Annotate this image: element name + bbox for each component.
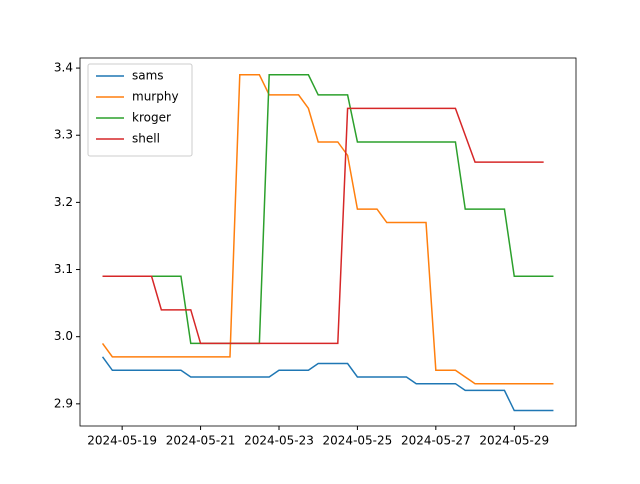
x-tick-label: 2024-05-23 xyxy=(244,434,314,448)
line-series xyxy=(102,107,544,345)
line-series xyxy=(101,74,554,385)
legend-box xyxy=(87,63,193,157)
x-tick-label: 2024-05-25 xyxy=(323,434,393,448)
y-tick-label: 3.4 xyxy=(54,61,73,75)
legend-label: murphy xyxy=(132,90,179,104)
line-series xyxy=(102,74,554,345)
y-tick-label: 3.2 xyxy=(54,195,73,209)
x-tick-label: 2024-05-21 xyxy=(166,434,236,448)
x-tick-label: 2024-05-29 xyxy=(479,434,549,448)
plot-frame xyxy=(79,57,577,427)
legend-label: kroger xyxy=(132,111,171,125)
y-tick-label: 2.9 xyxy=(54,396,73,410)
legend-label: shell xyxy=(132,132,160,146)
y-tick-label: 3.3 xyxy=(54,128,73,142)
line-series xyxy=(101,356,554,412)
legend: sams murphy kroger shell xyxy=(87,63,193,157)
x-tick-label: 2024-05-19 xyxy=(87,434,157,448)
y-tick-label: 3.1 xyxy=(54,262,73,276)
legend-label: sams xyxy=(132,69,164,83)
x-tick-label: 2024-05-27 xyxy=(401,434,471,448)
y-tick-label: 3.0 xyxy=(54,329,73,343)
